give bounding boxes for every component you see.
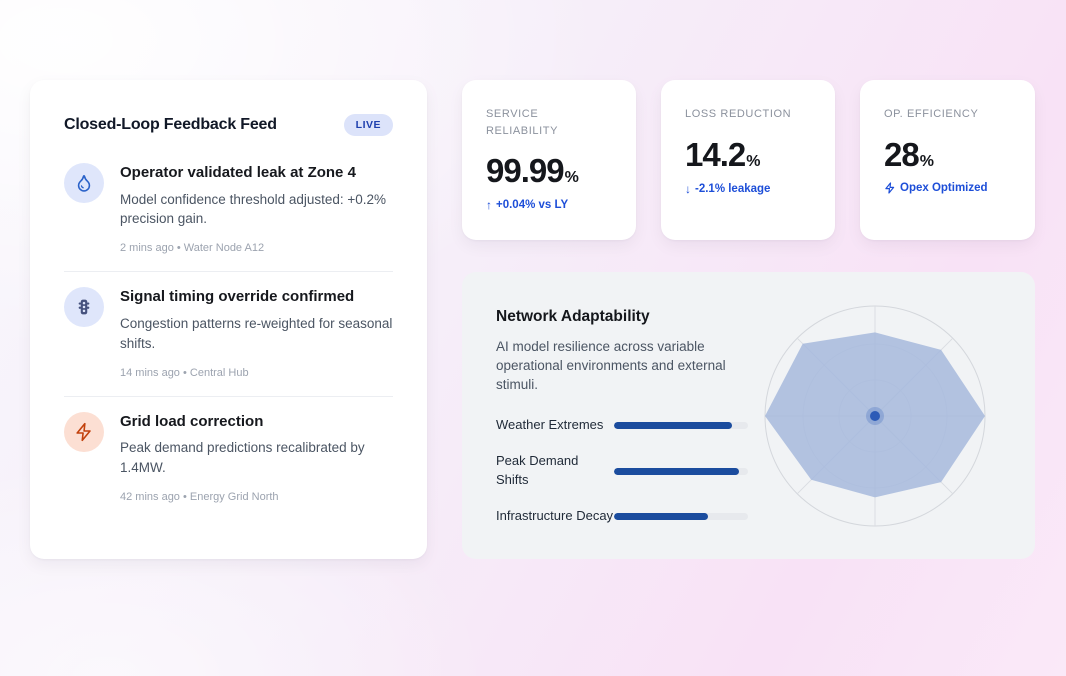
arrow-up-icon: ↑ — [486, 198, 492, 212]
kpi-unit: % — [564, 169, 579, 186]
bar-label: Peak Demand Shifts — [496, 453, 579, 488]
kpi-label: Op. Efficiency — [884, 108, 979, 120]
feed-item-description: Model confidence threshold adjusted: +0.… — [120, 191, 387, 227]
live-badge: LIVE — [343, 114, 393, 136]
kpi-unit: % — [919, 152, 934, 170]
feed-item-content: Signal timing override confirmed Congest… — [120, 287, 393, 378]
radar-center-dot — [870, 411, 880, 421]
kpi-delta-text: -2.1% leakage — [695, 182, 771, 195]
kpi-card-loss-reduction: Loss Reduction 14.2% ↓ -2.1% leakage — [661, 80, 835, 240]
kpi-unit: % — [746, 152, 761, 170]
feed-item-title: Signal timing override confirmed — [120, 288, 355, 306]
kpi-card-op-efficiency: Op. Efficiency 28% Opex Optimized — [860, 80, 1035, 240]
feed-item-content: Grid load correction Peak demand predict… — [120, 412, 393, 503]
feed-item-grid-load[interactable]: Grid load correction Peak demand predict… — [64, 397, 393, 520]
feed-header: Closed-Loop Feedback Feed LIVE — [64, 114, 393, 136]
kpi-delta-text: +0.04% vs LY — [496, 199, 569, 211]
feed-item-description: Peak demand predictions recalibrated by … — [120, 440, 365, 476]
kpi-value-row: 99.99% — [486, 152, 612, 190]
kpi-delta: ↓ -2.1% leakage — [685, 182, 811, 196]
kpi-delta-text: Opex Optimized — [900, 181, 988, 194]
adaptability-description: AI model resilience across variable oper… — [496, 339, 726, 393]
feed-item-title: Grid load correction — [120, 412, 264, 430]
feed-item-meta: 2 mins ago • Water Node A12 — [120, 242, 265, 255]
bar-fill — [614, 512, 708, 520]
feed-item-meta: 42 mins ago • Energy Grid North — [120, 491, 279, 504]
kpi-value: 99.99 — [486, 152, 565, 189]
feed-item-signal[interactable]: Signal timing override confirmed Congest… — [64, 272, 393, 397]
feed-title: Closed-Loop Feedback Feed — [64, 116, 277, 133]
bar-row-infrastructure-decay: Infrastructure Decay — [496, 507, 766, 526]
droplet-icon — [64, 163, 104, 203]
kpi-value-row: 14.2% — [685, 136, 811, 174]
bar-label: Weather Extremes — [496, 417, 604, 433]
bar-fill — [614, 422, 732, 430]
kpi-label: Service Reliability — [486, 108, 559, 137]
feed-item-description: Congestion patterns re-weighted for seas… — [120, 315, 393, 351]
adaptability-bars: Weather Extremes Peak Demand Shifts Infr… — [496, 416, 766, 525]
kpi-value: 28 — [884, 135, 920, 173]
zap-icon — [64, 411, 104, 452]
kpi-value-row: 28% — [884, 136, 1011, 174]
bar-track — [614, 512, 748, 520]
feed-item-title: Operator validated leak at Zone 4 — [120, 164, 356, 181]
bar-track — [614, 467, 748, 475]
feed-item-content: Operator validated leak at Zone 4 Model … — [120, 163, 393, 254]
feedback-feed-card: Closed-Loop Feedback Feed LIVE Operator … — [30, 80, 427, 559]
kpi-delta: ↑ +0.04% vs LY — [486, 198, 612, 212]
arrow-down-icon: ↓ — [685, 181, 691, 196]
zap-blue-icon — [884, 181, 896, 194]
feed-item-meta: 14 mins ago • Central Hub — [120, 366, 249, 379]
bar-label: Infrastructure Decay — [496, 508, 614, 523]
network-adaptability-card: Network Adaptability AI model resilience… — [462, 272, 1035, 559]
kpi-label: Loss Reduction — [685, 108, 792, 120]
bar-row-weather-extremes: Weather Extremes — [496, 416, 766, 435]
kpi-delta: Opex Optimized — [884, 182, 1011, 194]
bar-row-peak-demand-shifts: Peak Demand Shifts — [496, 452, 766, 490]
bar-fill — [614, 467, 739, 475]
bar-track — [614, 422, 748, 430]
feed-item-leak[interactable]: Operator validated leak at Zone 4 Model … — [64, 148, 393, 273]
adaptability-title: Network Adaptability — [496, 308, 650, 325]
traffic-light-icon — [64, 287, 104, 328]
radar-chart — [760, 301, 990, 531]
kpi-card-service-reliability: Service Reliability 99.99% ↑ +0.04% vs L… — [462, 80, 636, 240]
kpi-value: 14.2 — [685, 135, 746, 173]
feed-items: Operator validated leak at Zone 4 Model … — [64, 148, 393, 520]
